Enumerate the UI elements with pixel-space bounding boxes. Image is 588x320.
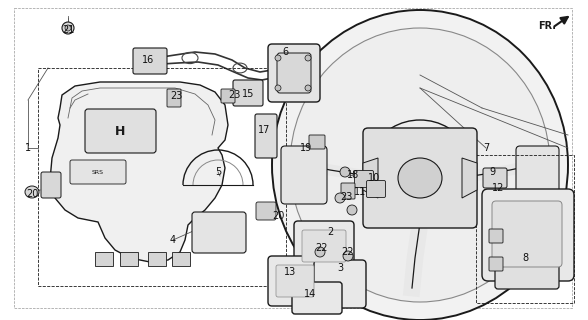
FancyBboxPatch shape (516, 146, 559, 204)
FancyBboxPatch shape (492, 201, 562, 267)
Text: 12: 12 (492, 183, 504, 193)
Bar (172, 252, 190, 266)
Ellipse shape (305, 55, 311, 61)
Bar (476, 155, 574, 303)
Text: 1: 1 (25, 143, 31, 153)
Text: 14: 14 (304, 289, 316, 299)
FancyBboxPatch shape (292, 282, 342, 314)
FancyBboxPatch shape (41, 172, 61, 198)
FancyBboxPatch shape (255, 114, 277, 158)
Polygon shape (363, 158, 378, 198)
Text: 9: 9 (489, 167, 495, 177)
Text: 3: 3 (337, 263, 343, 273)
Ellipse shape (275, 55, 281, 61)
FancyBboxPatch shape (268, 44, 320, 102)
Bar (38, 68, 286, 286)
Text: H: H (115, 124, 125, 138)
FancyBboxPatch shape (167, 89, 181, 107)
FancyBboxPatch shape (482, 189, 574, 281)
Ellipse shape (347, 205, 357, 215)
Polygon shape (50, 82, 228, 262)
Text: 4: 4 (170, 235, 176, 245)
Text: 22: 22 (316, 243, 328, 253)
FancyBboxPatch shape (276, 265, 314, 297)
Text: 2: 2 (327, 227, 333, 237)
Ellipse shape (315, 247, 325, 257)
FancyBboxPatch shape (489, 257, 503, 271)
FancyBboxPatch shape (309, 135, 325, 149)
FancyBboxPatch shape (70, 160, 126, 184)
Text: 19: 19 (300, 143, 312, 153)
Text: 16: 16 (142, 55, 154, 65)
Ellipse shape (65, 25, 71, 31)
Text: 23: 23 (340, 192, 352, 202)
FancyBboxPatch shape (256, 202, 276, 220)
Text: 5: 5 (215, 167, 221, 177)
FancyBboxPatch shape (221, 89, 235, 103)
Ellipse shape (335, 193, 345, 203)
FancyBboxPatch shape (341, 183, 355, 199)
Text: 20: 20 (26, 189, 38, 199)
Polygon shape (462, 158, 477, 198)
Text: 7: 7 (483, 143, 489, 153)
Text: SRS: SRS (92, 170, 104, 174)
FancyBboxPatch shape (489, 229, 503, 243)
Ellipse shape (290, 28, 550, 302)
Text: FR.: FR. (538, 21, 556, 31)
Text: 6: 6 (282, 47, 288, 57)
FancyBboxPatch shape (294, 221, 354, 271)
Ellipse shape (275, 85, 281, 91)
FancyBboxPatch shape (363, 128, 477, 228)
Ellipse shape (272, 10, 568, 320)
FancyBboxPatch shape (483, 168, 507, 188)
Bar (148, 252, 166, 266)
Text: 8: 8 (522, 253, 528, 263)
FancyBboxPatch shape (281, 146, 327, 204)
FancyBboxPatch shape (366, 180, 386, 197)
Text: 20: 20 (272, 211, 284, 221)
Text: 21: 21 (62, 25, 74, 35)
Bar (95, 252, 113, 266)
Text: 18: 18 (347, 170, 359, 180)
Text: 10: 10 (368, 173, 380, 183)
FancyBboxPatch shape (233, 80, 263, 106)
FancyBboxPatch shape (268, 256, 322, 306)
Text: 13: 13 (284, 267, 296, 277)
FancyBboxPatch shape (85, 109, 156, 153)
Text: 23: 23 (170, 91, 182, 101)
Ellipse shape (305, 85, 311, 91)
Text: 15: 15 (242, 89, 254, 99)
FancyBboxPatch shape (314, 260, 366, 308)
Ellipse shape (25, 186, 39, 198)
Ellipse shape (343, 251, 353, 261)
Bar (120, 252, 138, 266)
Text: 22: 22 (342, 247, 354, 257)
Ellipse shape (340, 167, 350, 177)
Text: 17: 17 (258, 125, 270, 135)
Ellipse shape (62, 22, 74, 34)
Ellipse shape (398, 158, 442, 198)
FancyBboxPatch shape (277, 53, 311, 93)
FancyBboxPatch shape (302, 230, 346, 262)
Text: 23: 23 (228, 90, 240, 100)
Text: 11: 11 (354, 187, 366, 197)
FancyBboxPatch shape (495, 255, 559, 289)
FancyBboxPatch shape (192, 212, 246, 253)
FancyBboxPatch shape (133, 48, 167, 74)
FancyBboxPatch shape (355, 171, 373, 188)
